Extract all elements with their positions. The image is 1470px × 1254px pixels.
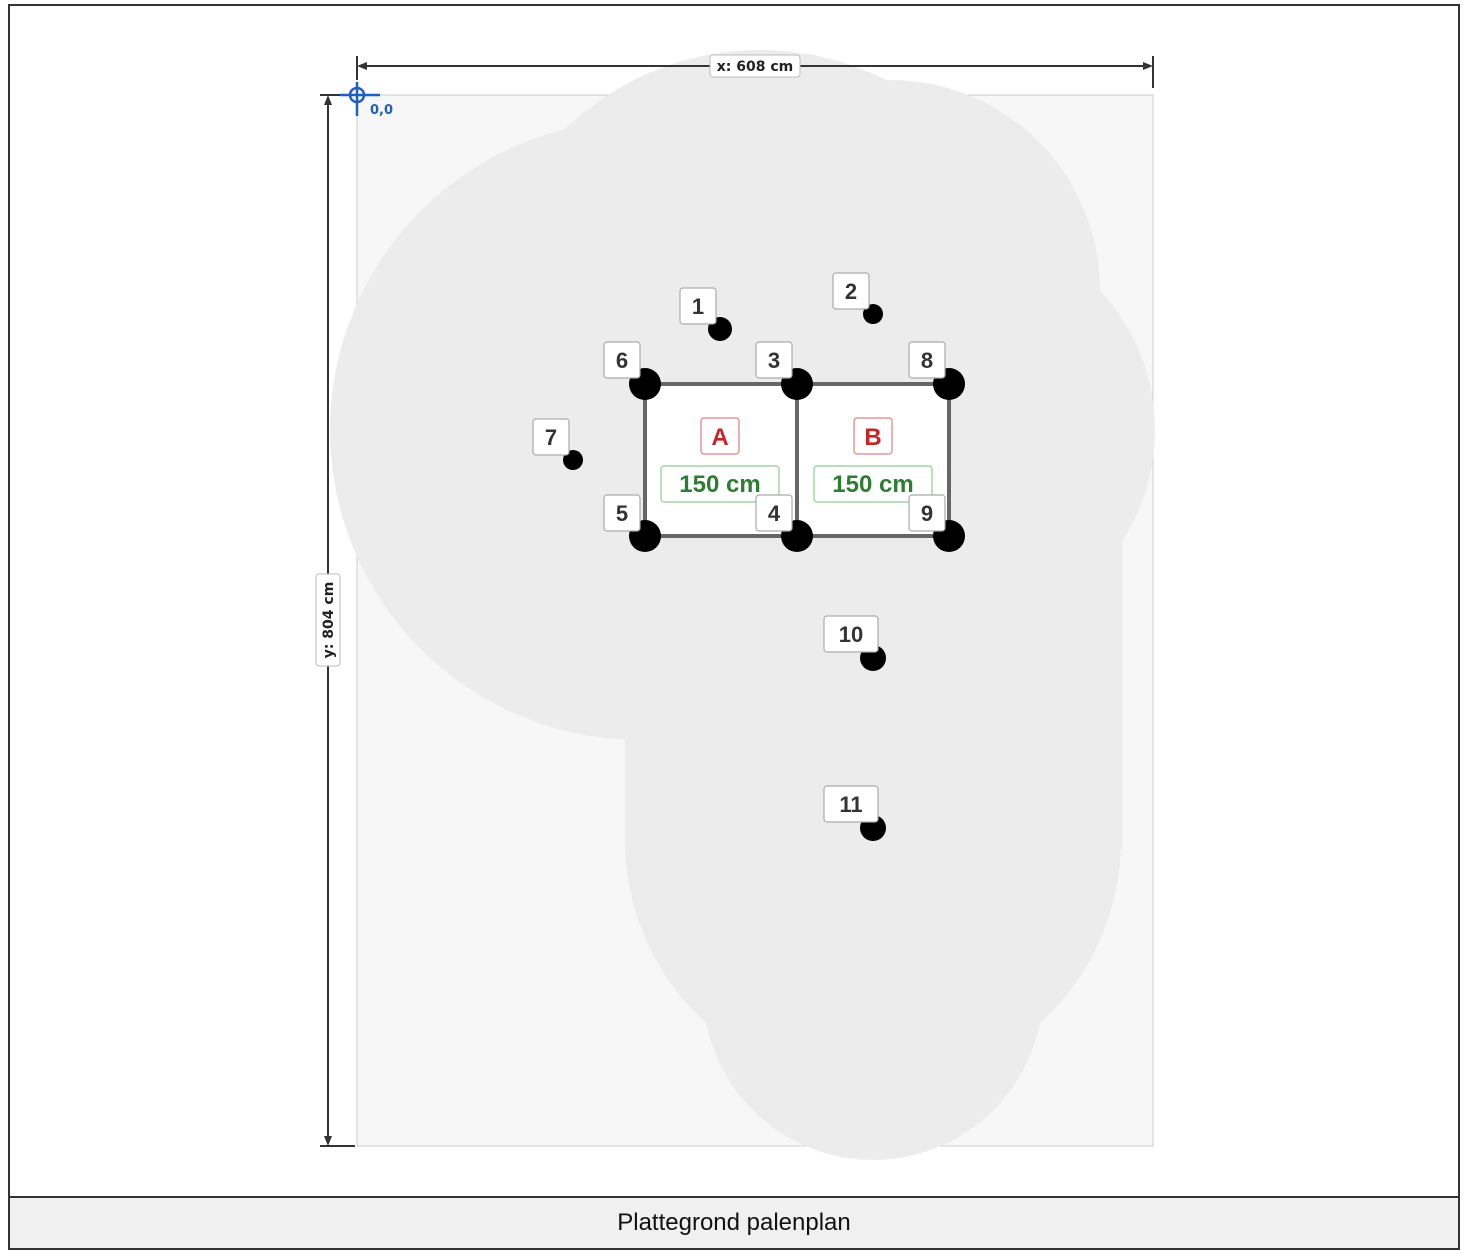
area-a-size-box xyxy=(660,465,780,503)
height-dimension: y: 804 cm xyxy=(315,94,355,1147)
origin-marker: 0,0 xyxy=(340,82,393,118)
pole-5-label: 5 xyxy=(603,494,641,532)
origin-label: 0,0 xyxy=(370,103,393,118)
svg-text:9: 9 xyxy=(921,501,933,526)
area-a-letter: A xyxy=(711,424,728,451)
pole-3-label: 3 xyxy=(755,341,793,379)
caption-text: Plattegrond palenplan xyxy=(617,1209,851,1236)
pole-6-label: 6 xyxy=(603,341,641,379)
svg-text:4: 4 xyxy=(768,501,781,526)
pole-2-label: 2 xyxy=(832,272,870,310)
area-b-letter-box xyxy=(853,417,893,455)
pole-11-label: 11 xyxy=(823,785,879,823)
height-label: y: 804 cm xyxy=(321,582,337,659)
svg-text:1: 1 xyxy=(692,294,704,319)
pole-8-label: 8 xyxy=(908,341,946,379)
width-dimension: x: 608 cm xyxy=(356,54,1154,88)
pole-9-label: 9 xyxy=(908,494,946,532)
area-b-size-box xyxy=(813,465,933,503)
svg-text:10: 10 xyxy=(839,622,863,647)
caption-bar: Plattegrond palenplan xyxy=(8,1196,1460,1250)
svg-text:7: 7 xyxy=(545,425,557,450)
pole-1-label: 1 xyxy=(679,287,717,325)
svg-text:2: 2 xyxy=(845,279,857,304)
svg-text:6: 6 xyxy=(616,348,628,373)
area-a-letter-box xyxy=(700,417,740,455)
area-b-size: 150 cm xyxy=(832,471,913,498)
pole-10-label: 10 xyxy=(823,615,879,653)
pole-7-label: 7 xyxy=(532,418,570,456)
width-label: x: 608 cm xyxy=(717,59,794,75)
pole-4-label: 4 xyxy=(755,494,793,532)
svg-text:3: 3 xyxy=(768,348,780,373)
area-a-size: 150 cm xyxy=(679,471,760,498)
svg-text:11: 11 xyxy=(839,792,862,817)
svg-text:5: 5 xyxy=(616,501,628,526)
svg-text:8: 8 xyxy=(921,348,933,373)
area-b-letter: B xyxy=(864,424,881,451)
floor-plan-svg: x: 608 cm y: 804 cm 0,0 A 150 cm B 150 c… xyxy=(315,50,1155,1160)
